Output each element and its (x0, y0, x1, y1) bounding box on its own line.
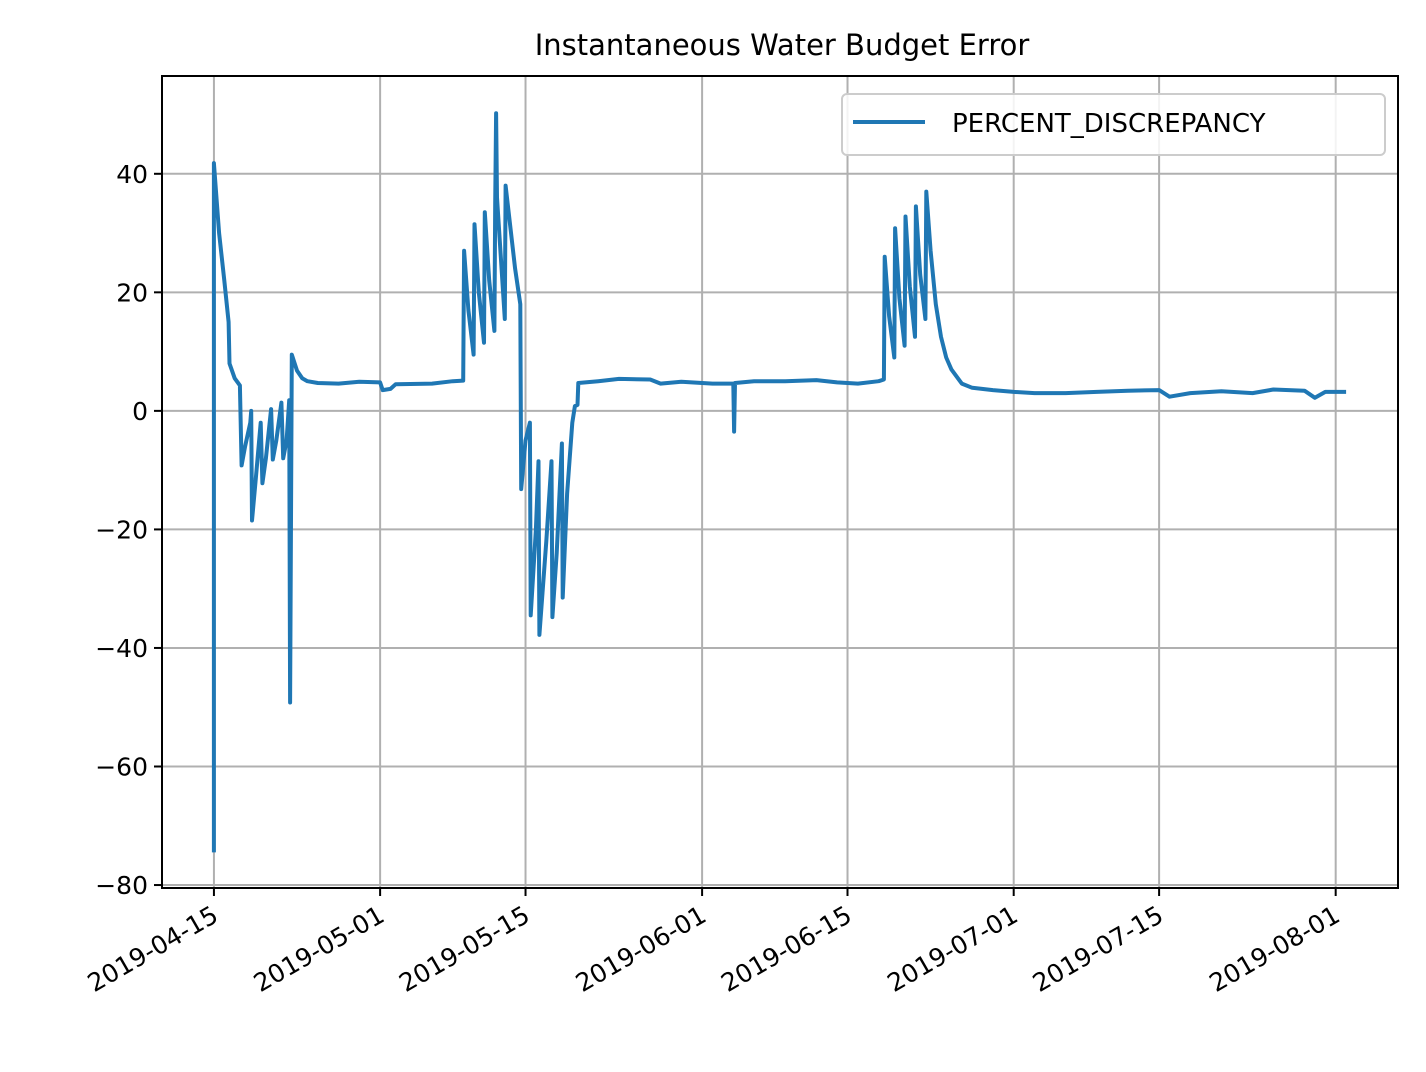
y-tick-label: 0 (132, 397, 148, 426)
legend-label: PERCENT_DISCREPANCY (952, 109, 1266, 139)
y-axis: 40 20 0 −20 −40 −60 −80 (95, 160, 162, 900)
chart-title: Instantaneous Water Budget Error (535, 28, 1030, 62)
y-tick-label: −20 (95, 515, 148, 544)
y-tick-label: −80 (95, 871, 148, 900)
plot-frame (161, 75, 1399, 889)
legend: PERCENT_DISCREPANCY (841, 93, 1386, 156)
y-tick-label: −40 (95, 634, 148, 663)
legend-box (841, 93, 1386, 156)
y-tick-label: 40 (116, 160, 148, 189)
series-layer (211, 111, 1347, 853)
y-tick-label: −60 (95, 752, 148, 781)
y-tick-label: 20 (116, 278, 148, 307)
series-line-percent_discrepancy (211, 111, 1347, 853)
